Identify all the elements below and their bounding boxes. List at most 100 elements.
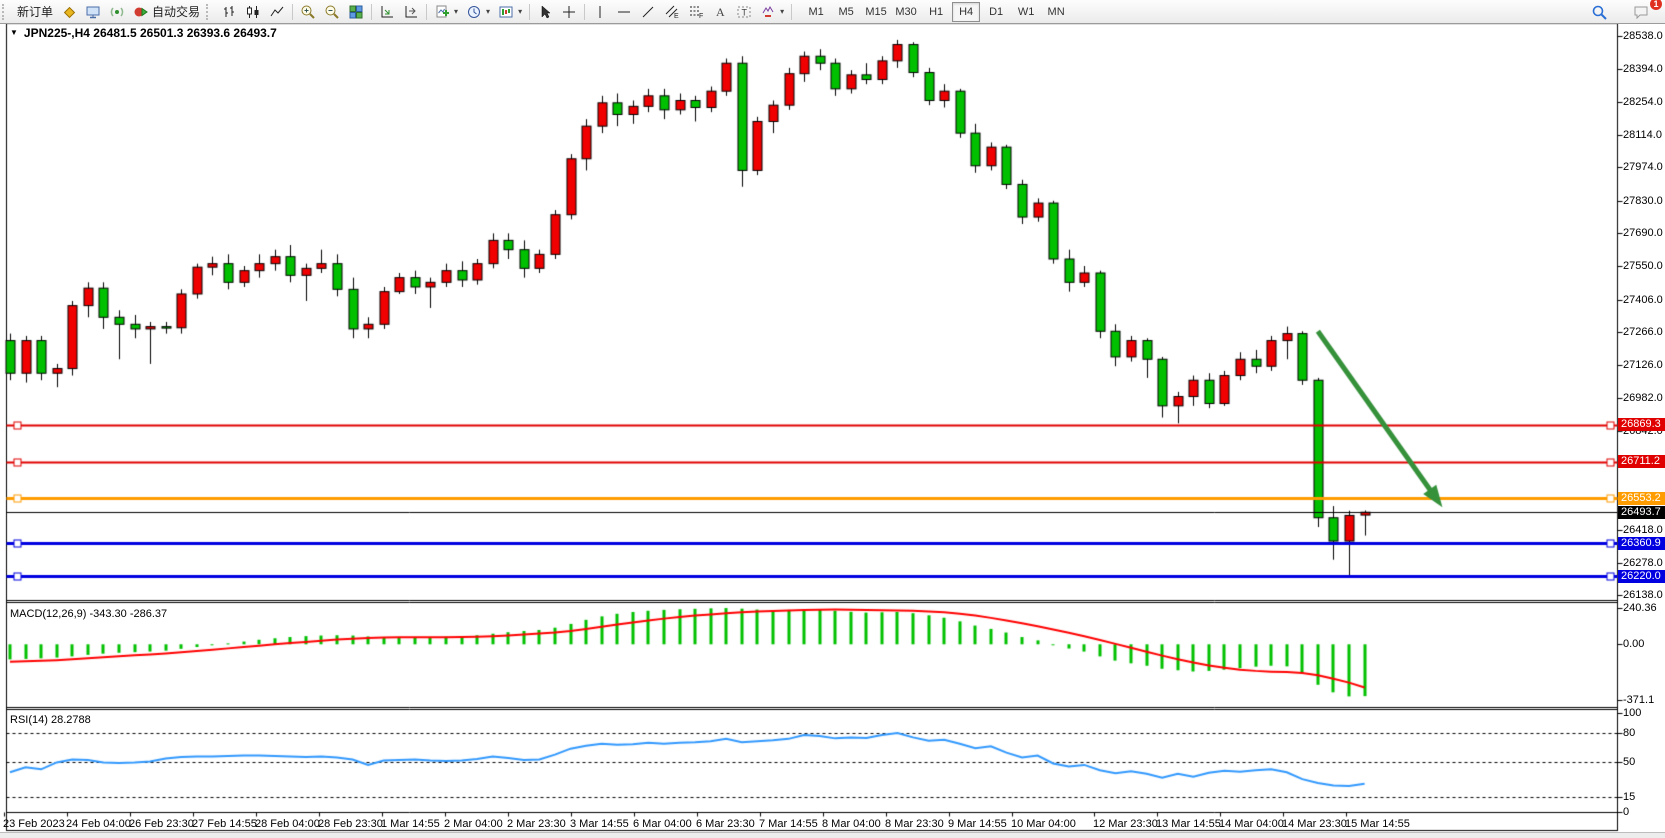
date-axis-label: 14 Mar 04:00 (1219, 818, 1284, 830)
chevron-down-icon: ▼ (10, 28, 18, 37)
price-axis-tick: 28114.0 (1623, 128, 1662, 141)
price-axis-tick: 27406.0 (1623, 293, 1663, 306)
date-axis-label: 26 Feb 23:30 (129, 818, 194, 830)
timeframe-d1[interactable]: D1 (989, 5, 1004, 18)
rsi-indicator-label: RSI(14) 28.2788 (10, 714, 91, 726)
date-axis-label: 6 Mar 04:00 (633, 818, 692, 830)
cursor-button[interactable] (533, 2, 557, 22)
equidistant-channel-icon: E (665, 5, 679, 20)
window-footer (0, 832, 1665, 838)
crosshair-button[interactable] (557, 2, 581, 22)
date-axis-label: 15 Mar 14:55 (1345, 818, 1410, 830)
bar-chart-button[interactable] (217, 2, 241, 22)
date-axis-label: 23 Feb 2023 (3, 818, 65, 830)
equidistant-channel-button[interactable]: E (660, 2, 684, 22)
toolbar-separator (529, 3, 531, 20)
signal-radio-icon (110, 7, 124, 16)
chart-shift-icon (405, 5, 418, 17)
price-axis-tick: 27126.0 (1623, 358, 1663, 371)
chart-title-text: JPN225-,H4 26481.5 26501.3 26393.6 26493… (23, 26, 277, 40)
cursor-icon (541, 4, 551, 18)
price-tag: 26869.3 (1618, 418, 1665, 432)
fibonacci-button[interactable]: F (684, 2, 708, 22)
auto-trading-button[interactable]: 自动交易 (129, 2, 204, 22)
strategy-tester-button[interactable] (105, 2, 129, 22)
zoom-in-button[interactable] (296, 2, 320, 22)
autotrading-toggle-icon (134, 7, 148, 16)
date-axis-label: 3 Mar 14:55 (570, 818, 629, 830)
tile-windows-button[interactable] (344, 2, 368, 22)
auto-scroll-button[interactable] (375, 2, 399, 22)
text-icon: A (716, 5, 725, 19)
price-axis-tick: 28394.0 (1623, 63, 1663, 76)
tile-windows-icon (349, 5, 363, 18)
new-order-label: 新订单 (17, 5, 54, 19)
terminal-monitor-icon (86, 6, 100, 18)
periods-button[interactable]: ▾ (462, 2, 494, 22)
date-axis-label: 2 Mar 04:00 (444, 818, 503, 830)
trendline-button[interactable] (636, 2, 660, 22)
toolbar-grip (2, 3, 11, 20)
price-axis-tick: 26418.0 (1623, 523, 1663, 536)
timeframe-h1[interactable]: H1 (929, 5, 944, 18)
price-axis-tick: 27550.0 (1623, 260, 1663, 272)
candlestick-chart-button[interactable] (241, 2, 265, 22)
search-icon (1592, 5, 1607, 20)
date-axis-label: 28 Feb 04:00 (255, 818, 320, 830)
zoom-out-icon (325, 5, 339, 19)
date-axis-label: 7 Mar 14:55 (759, 818, 818, 830)
date-axis-label: 9 Mar 14:55 (948, 818, 1007, 830)
date-axis-label: 8 Mar 23:30 (885, 818, 944, 830)
macd-axis-tick: 0.00 (1623, 638, 1645, 651)
vertical-line-button[interactable] (588, 2, 612, 22)
chart-canvas[interactable] (0, 23, 1665, 832)
timeframe-m1[interactable]: M1 (808, 5, 824, 18)
arrows-button[interactable]: ▾ (756, 2, 788, 22)
timeframe-m30[interactable]: M30 (895, 5, 917, 18)
notifications-button[interactable]: 1 (1625, 0, 1662, 23)
rsi-axis-tick: 50 (1623, 756, 1636, 769)
horizontal-line-button[interactable] (612, 2, 636, 22)
dropdown-caret-icon: ▾ (518, 7, 523, 16)
date-axis-label: 2 Mar 23:30 (507, 818, 566, 830)
new-chart-button[interactable]: ▾ (430, 2, 462, 22)
toolbar-separator (371, 3, 373, 20)
timeframe-mn[interactable]: MN (1047, 5, 1065, 18)
price-axis-tick: 27974.0 (1623, 161, 1663, 174)
vertical-line-icon (599, 5, 601, 18)
date-axis-label: 12 Mar 23:30 (1093, 818, 1158, 830)
date-axis-label: 8 Mar 04:00 (822, 818, 881, 830)
timeframe-m15[interactable]: M15 (865, 5, 887, 18)
templates-button[interactable]: ▾ (494, 2, 526, 22)
periods-clock-icon (468, 5, 481, 18)
toolbar-separator (584, 3, 586, 20)
chart-shift-button[interactable] (399, 2, 423, 22)
macd-axis-tick: 240.36 (1623, 602, 1657, 614)
text-label-button[interactable]: T (732, 2, 756, 22)
toolbar-grip (206, 3, 215, 20)
new-order-button[interactable]: 新订单 (13, 2, 57, 22)
text-label-icon: T (737, 6, 751, 17)
date-axis-label: 28 Feb 23:30 (318, 818, 383, 830)
fibonacci-icon: F (690, 6, 703, 20)
chart-window: ▼ JPN225-,H4 26481.5 26501.3 26393.6 264… (0, 23, 1665, 832)
search-button[interactable] (1583, 1, 1615, 23)
metaeditor-button[interactable] (57, 2, 81, 22)
price-tag: 26553.2 (1618, 491, 1665, 505)
price-axis-tick: 28254.0 (1623, 95, 1663, 108)
rsi-axis-tick: 0 (1623, 805, 1630, 818)
timeframe-m5[interactable]: M5 (838, 5, 854, 18)
svg-text:E: E (674, 13, 679, 20)
svg-text:T: T (742, 7, 748, 17)
rsi-axis-tick: 100 (1623, 707, 1642, 720)
horizontal-line-icon (618, 11, 631, 12)
timeframe-h4[interactable]: H4 (952, 1, 981, 22)
toolbar: 新订单 自动交易 ▾ ▾ (0, 0, 1665, 24)
text-button[interactable]: A (708, 2, 732, 22)
date-axis-label: 1 Mar 14:55 (381, 818, 440, 830)
terminal-button[interactable] (81, 2, 105, 22)
line-chart-icon (270, 6, 284, 16)
line-chart-button[interactable] (265, 2, 289, 22)
timeframe-w1[interactable]: W1 (1017, 5, 1035, 18)
zoom-out-button[interactable] (320, 2, 344, 22)
